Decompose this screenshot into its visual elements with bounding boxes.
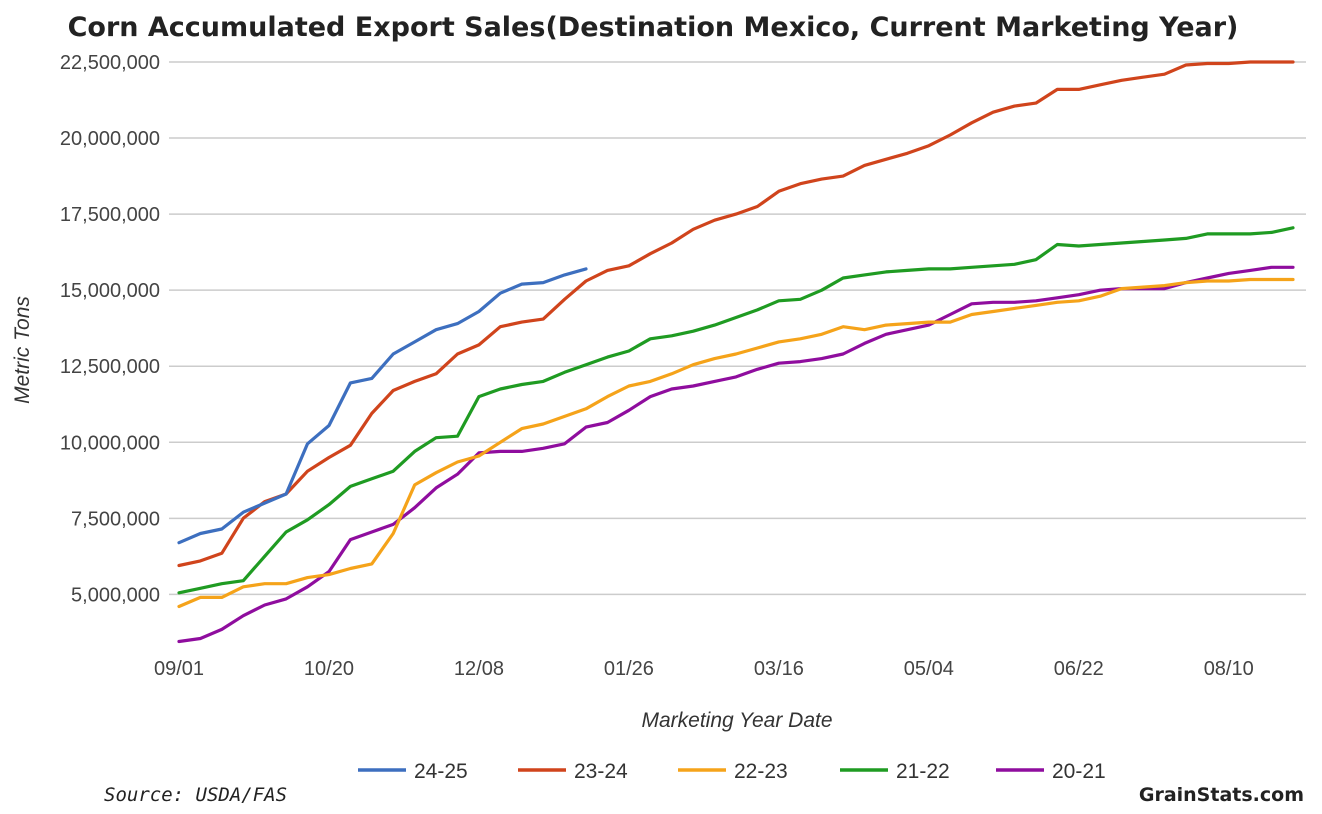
y-tick-label: 15,000,000: [60, 280, 160, 302]
y-axis-ticks: 5,000,000 7,500,000 10,000,000 12,500,000 15…: [60, 52, 160, 606]
source-note: Source: USDA/FAS: [104, 784, 287, 806]
x-tick-label: 01/26: [604, 658, 654, 680]
legend-label: 24-25: [414, 760, 468, 783]
x-tick-label: 03/16: [754, 658, 804, 680]
series-line-24-25: [177, 267, 588, 545]
y-tick-label: 20,000,000: [60, 128, 160, 150]
series-line-21-22: [177, 226, 1295, 595]
y-tick-label: 10,000,000: [60, 432, 160, 454]
legend-item-21-22: 21-22: [840, 760, 950, 783]
x-tick-label: 08/10: [1204, 658, 1254, 680]
x-axis-ticks: 09/01 10/20 12/08 01/26 03/16 05/04 06/22 08/10: [154, 658, 1254, 680]
legend-item-24-25: 24-25: [358, 760, 468, 783]
legend: 24-25 23-24 22-23 21-22 20-21: [358, 760, 1106, 783]
y-tick-label: 22,500,000: [60, 52, 160, 74]
y-tick-label: 12,500,000: [60, 356, 160, 378]
x-tick-label: 10/20: [304, 658, 354, 680]
series-line-23-24: [177, 60, 1295, 568]
legend-item-22-23: 22-23: [678, 760, 788, 783]
series-lines: [177, 60, 1295, 644]
legend-label: 21-22: [896, 760, 950, 783]
y-tick-label: 5,000,000: [71, 584, 160, 606]
y-axis-label: Metric Tons: [11, 296, 34, 404]
legend-item-23-24: 23-24: [518, 760, 628, 783]
legend-item-20-21: 20-21: [996, 760, 1106, 783]
y-tick-label: 7,500,000: [71, 508, 160, 530]
legend-label: 22-23: [734, 760, 788, 783]
credit-text: GrainStats.com: [1139, 784, 1304, 806]
x-tick-label: 06/22: [1054, 658, 1104, 680]
gridlines: [169, 61, 1306, 596]
legend-label: 20-21: [1052, 760, 1106, 783]
x-tick-label: 12/08: [454, 658, 504, 680]
legend-label: 23-24: [574, 760, 628, 783]
x-axis-label: Marketing Year Date: [641, 709, 832, 732]
x-tick-label: 09/01: [154, 658, 204, 680]
series-line-20-21: [177, 265, 1295, 644]
y-tick-label: 17,500,000: [60, 204, 160, 226]
x-tick-label: 05/04: [904, 658, 954, 680]
chart-title: Corn Accumulated Export Sales(Destinatio…: [68, 12, 1239, 43]
series-line-22-23: [177, 277, 1295, 609]
